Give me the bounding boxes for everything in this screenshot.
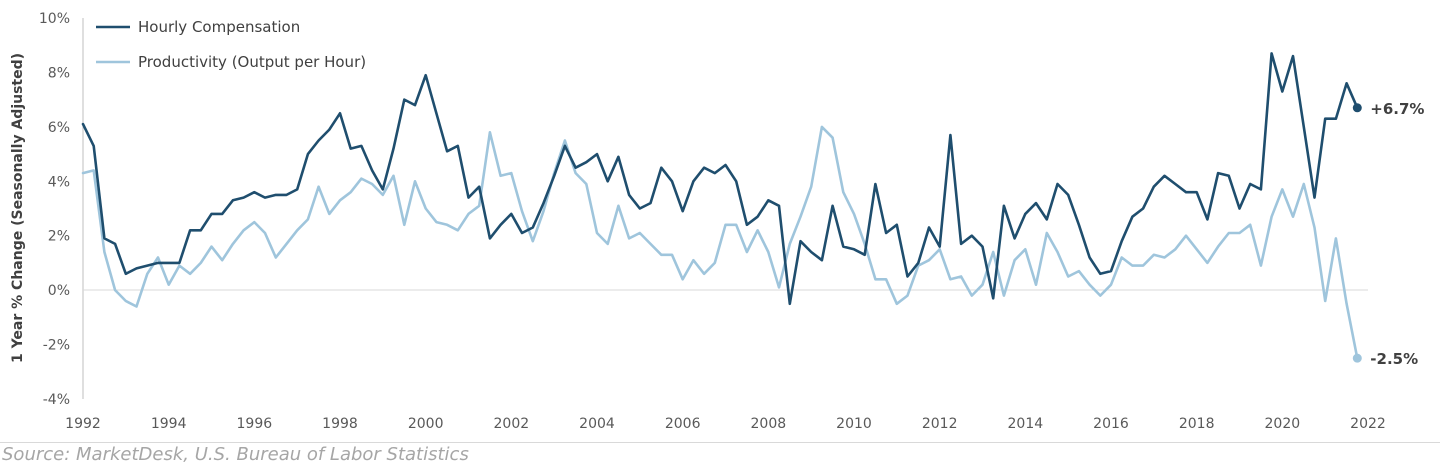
legend-entry: Hourly Compensation xyxy=(138,18,300,36)
legend-entry: Productivity (Output per Hour) xyxy=(138,53,366,71)
x-tick-label: 1998 xyxy=(322,416,358,432)
x-tick-label: 1994 xyxy=(151,416,187,432)
legend: Hourly Compensation Productivity (Output … xyxy=(96,18,366,71)
line-chart: -4% -2% 0% 2% 4% 6% 8% 10% 1992 1994 1996 1998 2000… xyxy=(10,11,1424,432)
x-tick-label: 2012 xyxy=(922,416,958,432)
series-layer xyxy=(81,52,1359,360)
x-tick-label: 2020 xyxy=(1265,416,1301,432)
x-tick-label: 1992 xyxy=(65,416,101,432)
y-tick-label: -2% xyxy=(43,338,70,354)
y-tick-label: 8% xyxy=(48,65,70,81)
series-line-productivity xyxy=(81,125,1359,360)
series-end-point xyxy=(1352,103,1362,113)
x-tick-label: 2004 xyxy=(579,416,615,432)
series-end-point xyxy=(1352,353,1362,363)
x-tick-label: 2018 xyxy=(1179,416,1215,432)
y-tick-label: 4% xyxy=(48,174,70,190)
x-tick-label: 2006 xyxy=(665,416,701,432)
footer-divider xyxy=(0,442,1440,443)
x-tick-label: 2002 xyxy=(494,416,530,432)
y-tick-label: 0% xyxy=(48,283,70,299)
y-tick-labels: -4% -2% 0% 2% 4% 6% 8% 10% xyxy=(39,11,70,408)
x-tick-label: 2000 xyxy=(408,416,444,432)
x-tick-label: 1996 xyxy=(237,416,273,432)
y-tick-label: 10% xyxy=(39,11,70,27)
x-tick-label: 2008 xyxy=(751,416,787,432)
end-markers: +6.7% -2.5% xyxy=(1352,100,1424,368)
y-tick-label: 2% xyxy=(48,229,70,245)
x-tick-label: 2016 xyxy=(1093,416,1129,432)
x-tick-label: 2014 xyxy=(1008,416,1044,432)
x-tick-labels: 1992 1994 1996 1998 2000 2002 2004 2006 2008 2010… xyxy=(65,416,1386,432)
y-axis-label: 1 Year % Change (Seasonally Adjusted) xyxy=(10,53,26,363)
series-end-label: +6.7% xyxy=(1370,100,1424,118)
y-tick-label: -4% xyxy=(43,392,70,408)
x-tick-label: 2010 xyxy=(836,416,872,432)
source-note: Source: MarketDesk, U.S. Bureau of Labor… xyxy=(2,444,469,465)
series-end-label: -2.5% xyxy=(1370,350,1418,368)
x-tick-label: 2022 xyxy=(1350,416,1386,432)
series-line-hourly-compensation xyxy=(81,52,1359,306)
y-tick-label: 6% xyxy=(48,120,70,136)
